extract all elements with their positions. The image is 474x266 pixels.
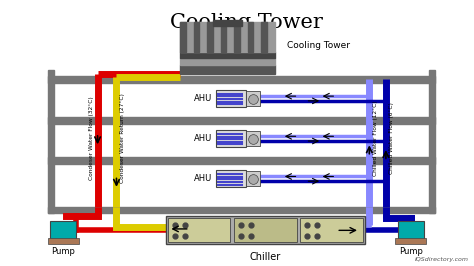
Bar xyxy=(180,65,275,74)
Bar xyxy=(180,22,275,52)
Text: Pump: Pump xyxy=(51,247,75,256)
Text: AHU: AHU xyxy=(194,134,212,143)
Bar xyxy=(429,70,436,213)
Bar xyxy=(48,70,54,213)
Bar xyxy=(48,157,436,164)
Bar xyxy=(248,22,253,52)
Bar xyxy=(216,90,246,107)
Bar xyxy=(261,22,267,52)
Bar xyxy=(216,130,246,147)
Bar xyxy=(194,22,199,52)
Text: AHU: AHU xyxy=(194,174,212,183)
Text: Pump: Pump xyxy=(399,247,423,256)
Bar xyxy=(221,22,226,52)
Bar xyxy=(395,238,426,244)
Bar xyxy=(216,170,246,187)
Text: Cooling Tower: Cooling Tower xyxy=(170,13,323,31)
Bar xyxy=(246,131,260,146)
Bar xyxy=(180,22,186,52)
Bar xyxy=(246,91,260,106)
Bar xyxy=(398,221,424,239)
Bar xyxy=(166,216,365,244)
Bar xyxy=(48,238,79,244)
Text: Chilled Water Flow (6°C): Chilled Water Flow (6°C) xyxy=(389,102,394,174)
Bar xyxy=(301,218,363,242)
Bar xyxy=(168,218,230,242)
Text: Cooling Tower: Cooling Tower xyxy=(287,41,350,50)
Text: Chilled Water Flow (12°C): Chilled Water Flow (12°C) xyxy=(373,100,377,176)
Text: Chiller: Chiller xyxy=(250,252,281,262)
Bar xyxy=(48,117,436,123)
Bar xyxy=(48,76,436,83)
Text: AHU: AHU xyxy=(194,94,212,103)
Bar xyxy=(246,171,260,186)
Bar xyxy=(213,20,242,26)
Text: IQSdirectory.com: IQSdirectory.com xyxy=(415,256,469,261)
Bar xyxy=(180,58,275,65)
Bar xyxy=(207,22,213,52)
Text: Condeser Water Flow (32°C): Condeser Water Flow (32°C) xyxy=(90,96,94,180)
Bar xyxy=(180,52,275,58)
Bar xyxy=(48,207,436,213)
Bar xyxy=(234,218,297,242)
Text: Condeser Water Return (27°C): Condeser Water Return (27°C) xyxy=(119,93,125,183)
Bar xyxy=(50,221,76,239)
Bar xyxy=(234,22,240,52)
